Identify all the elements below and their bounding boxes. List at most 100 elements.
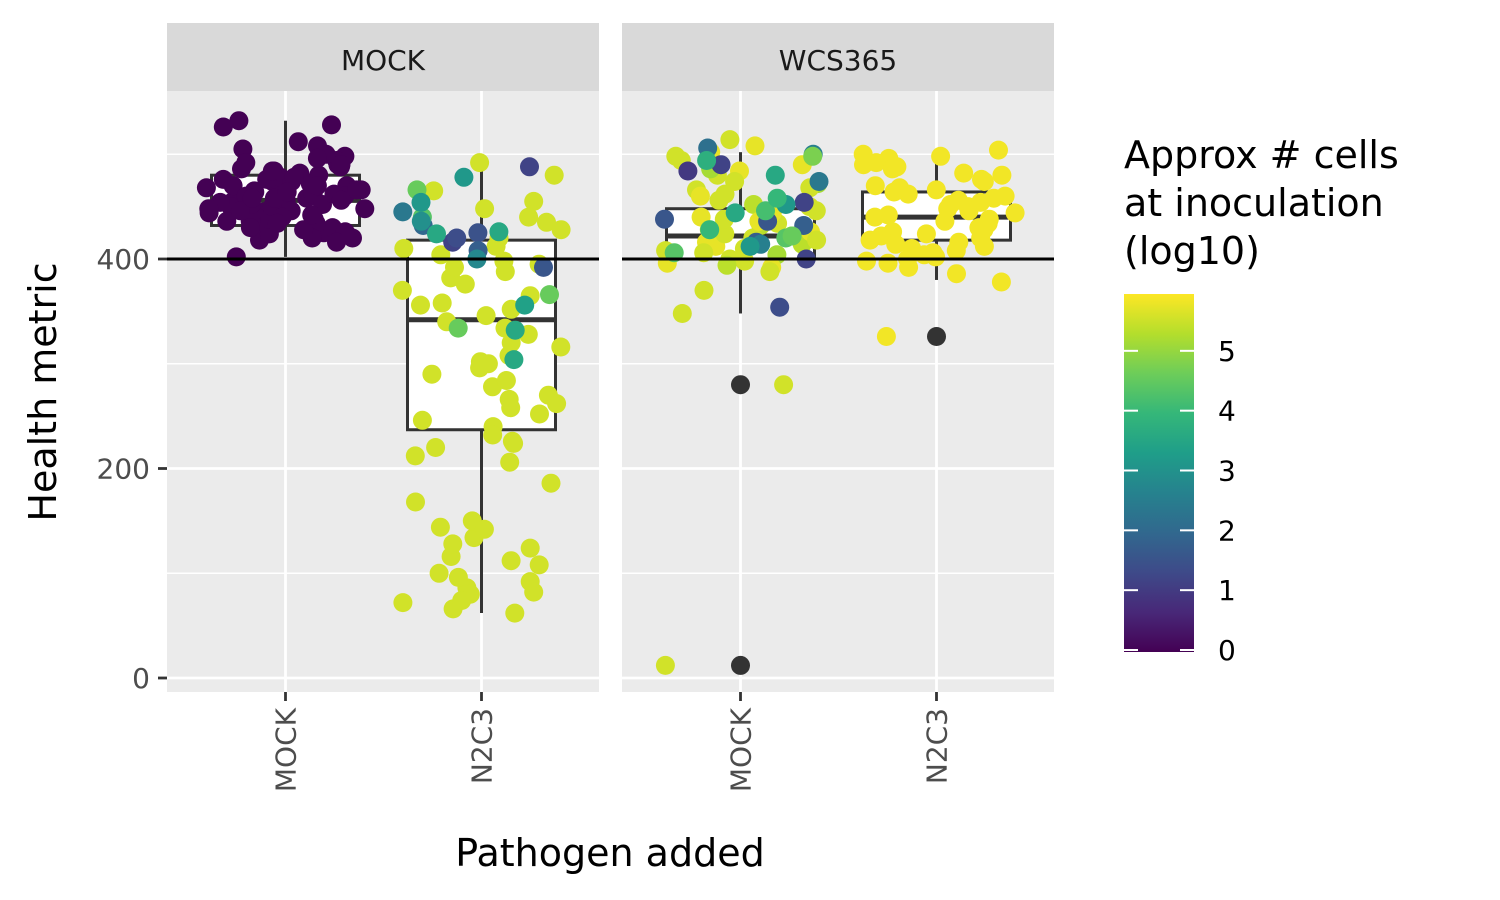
data-point bbox=[277, 182, 297, 202]
facet-strip bbox=[622, 23, 1054, 91]
data-point bbox=[898, 184, 918, 204]
data-point bbox=[213, 117, 233, 137]
data-point bbox=[483, 425, 503, 445]
data-point bbox=[530, 404, 549, 424]
data-point bbox=[242, 188, 262, 208]
data-point bbox=[767, 188, 787, 208]
data-point bbox=[229, 111, 249, 131]
data-point bbox=[725, 203, 745, 223]
legend-tick-label: 3 bbox=[1218, 455, 1236, 488]
data-point bbox=[697, 151, 717, 170]
data-point bbox=[230, 201, 250, 221]
legend-tick-label: 2 bbox=[1218, 514, 1236, 547]
data-point bbox=[664, 243, 684, 263]
y-tick-label: 400 bbox=[97, 243, 150, 276]
data-point bbox=[524, 582, 544, 602]
legend-tick-label: 4 bbox=[1218, 395, 1236, 428]
data-point bbox=[217, 211, 237, 231]
data-point bbox=[196, 178, 216, 198]
legend-title-line: Approx # cells bbox=[1124, 133, 1399, 177]
data-point bbox=[711, 155, 731, 175]
data-point bbox=[430, 517, 450, 537]
data-point bbox=[700, 220, 720, 240]
data-point bbox=[807, 230, 827, 250]
data-point bbox=[424, 181, 444, 201]
data-point bbox=[411, 295, 430, 315]
data-point bbox=[331, 155, 351, 175]
legend-tick-label: 5 bbox=[1218, 335, 1236, 368]
data-point bbox=[392, 280, 412, 300]
legend-tick-label: 0 bbox=[1218, 634, 1236, 667]
outlier-point bbox=[731, 655, 750, 675]
data-point bbox=[740, 236, 760, 256]
data-point bbox=[524, 191, 544, 211]
data-point bbox=[426, 438, 446, 457]
data-point bbox=[307, 176, 327, 196]
data-point bbox=[694, 243, 714, 263]
data-point bbox=[429, 563, 449, 583]
data-point bbox=[694, 280, 714, 300]
x-tick-label: MOCK bbox=[725, 707, 758, 792]
data-point bbox=[355, 199, 375, 219]
data-point bbox=[878, 253, 898, 273]
data-point bbox=[931, 146, 951, 166]
y-axis: 0 200 400 bbox=[97, 243, 167, 695]
data-point bbox=[551, 337, 571, 357]
data-point bbox=[284, 167, 304, 187]
data-point bbox=[474, 519, 494, 539]
data-point bbox=[794, 192, 814, 212]
data-point bbox=[443, 534, 463, 554]
data-point bbox=[1005, 203, 1025, 223]
facet-panel-mock: MOCK MOCK N2C3 bbox=[167, 23, 599, 792]
data-point bbox=[954, 163, 974, 183]
data-point bbox=[470, 153, 490, 173]
outlier-point bbox=[731, 375, 750, 395]
data-point bbox=[916, 224, 936, 244]
data-point bbox=[294, 220, 314, 240]
data-point bbox=[432, 293, 452, 313]
data-point bbox=[447, 228, 467, 248]
data-point bbox=[887, 157, 907, 177]
data-point bbox=[500, 452, 520, 472]
y-tick-label: 0 bbox=[132, 662, 150, 695]
data-point bbox=[288, 132, 308, 152]
data-point bbox=[935, 211, 955, 231]
data-point bbox=[501, 398, 521, 418]
data-point bbox=[475, 199, 495, 219]
data-point bbox=[501, 551, 521, 571]
facet-strip bbox=[167, 23, 599, 91]
data-point bbox=[411, 211, 431, 231]
data-point bbox=[803, 146, 823, 166]
x-tick-label: N2C3 bbox=[921, 708, 954, 784]
data-point bbox=[770, 297, 790, 317]
data-point bbox=[765, 165, 785, 185]
data-point bbox=[223, 176, 243, 196]
data-point bbox=[307, 148, 327, 168]
data-point bbox=[478, 354, 498, 374]
data-point bbox=[393, 593, 413, 613]
data-point bbox=[745, 136, 765, 156]
data-point bbox=[715, 184, 735, 204]
data-point bbox=[455, 274, 475, 294]
data-point bbox=[541, 473, 561, 493]
data-point bbox=[495, 262, 515, 282]
data-point bbox=[537, 212, 556, 232]
data-point bbox=[529, 555, 549, 575]
data-point bbox=[735, 251, 755, 271]
data-point bbox=[809, 172, 829, 191]
data-point bbox=[327, 232, 346, 252]
data-point bbox=[865, 176, 885, 196]
data-point bbox=[760, 262, 780, 282]
legend-title-line: (log10) bbox=[1124, 229, 1260, 273]
data-point bbox=[992, 165, 1012, 185]
data-point bbox=[991, 272, 1011, 292]
data-point bbox=[394, 239, 414, 258]
data-point bbox=[519, 207, 539, 227]
data-point bbox=[551, 220, 571, 240]
data-point bbox=[672, 304, 692, 323]
data-point bbox=[427, 224, 446, 244]
data-point bbox=[720, 130, 740, 150]
data-point bbox=[445, 257, 464, 277]
